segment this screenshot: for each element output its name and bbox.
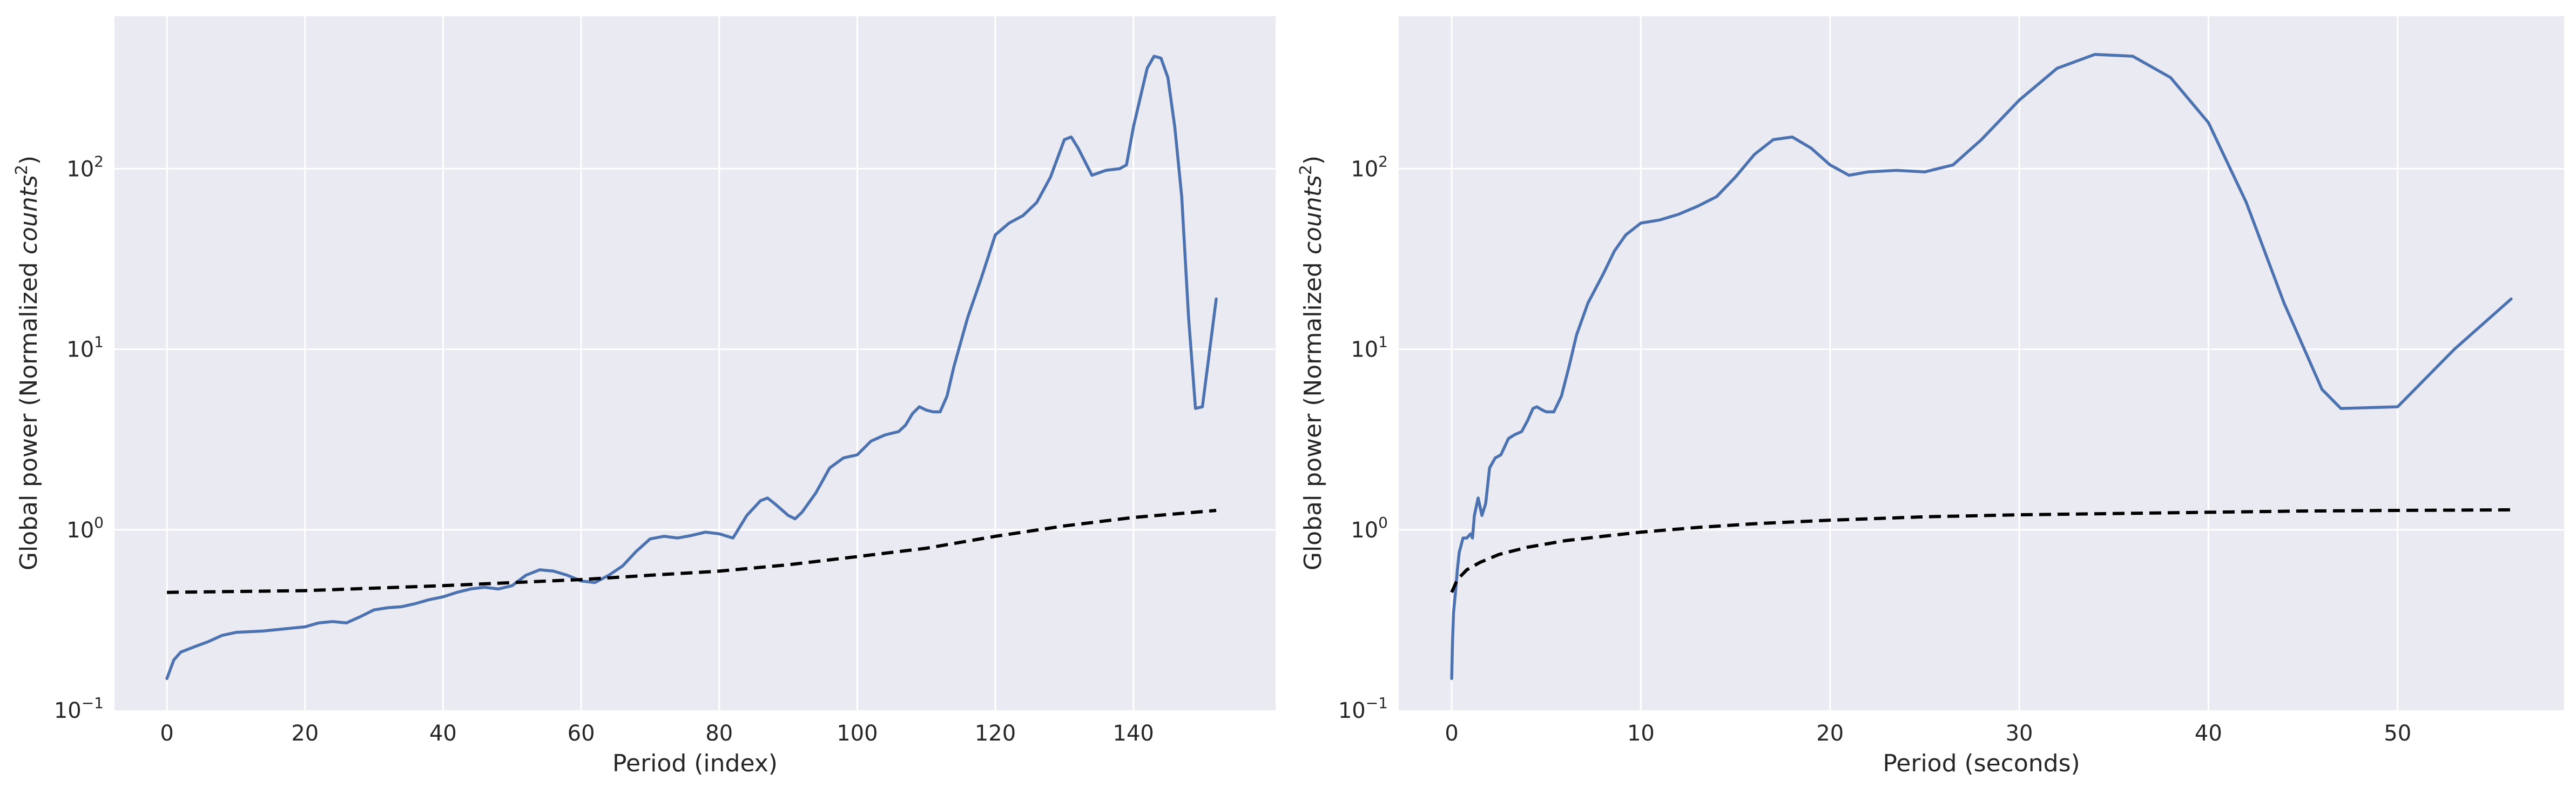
x-tick-labels-right: 0 10 20 30 40 50 (1445, 721, 2411, 746)
x-tick-label: 80 (705, 721, 733, 746)
y-axis-label-left-sup: 2 (12, 165, 31, 175)
y-tick-label: 102 (1351, 152, 1388, 181)
y-tick-label: 102 (66, 152, 104, 181)
x-tick-label: 60 (568, 721, 595, 746)
grid-right (1399, 16, 2564, 710)
y-axis-label-right: Global power (Normalized counts2) (1297, 156, 1327, 570)
global-power-line (1450, 52, 2513, 680)
series-right (1450, 52, 2513, 680)
y-tick-base: 10 (1338, 698, 1366, 723)
x-tick-label: 100 (837, 721, 878, 746)
plot-area-right (1399, 16, 2564, 710)
y-tick-label: 100 (66, 514, 104, 543)
y-axis-label-right-prefix: Global power (Normalized (1299, 254, 1327, 570)
y-axis-label-left-suffix: ) (15, 156, 43, 165)
y-tick-exponent: −1 (82, 694, 104, 712)
y-tick-base: 10 (66, 157, 94, 181)
x-tick-label: 50 (2384, 721, 2411, 746)
significance-line-dashed (167, 509, 1217, 594)
y-tick-label: 101 (66, 333, 104, 362)
series-left (165, 55, 1218, 680)
y-tick-base: 10 (54, 698, 82, 723)
x-tick-labels-left: 0 20 40 60 80 100 120 140 (160, 721, 1154, 746)
y-tick-exponent: 2 (1378, 152, 1388, 170)
grid-left (114, 16, 1276, 710)
y-axis-label-left-italic: counts (15, 175, 43, 254)
x-axis-label-left: Period (index) (612, 750, 778, 777)
y-tick-label: 101 (1351, 333, 1388, 362)
significance-line-dashed (1450, 508, 2511, 593)
x-tick-label: 120 (975, 721, 1016, 746)
plot-area-left (114, 16, 1276, 710)
y-tick-exponent: 2 (94, 152, 104, 170)
x-axis-label-right: Period (seconds) (1883, 750, 2080, 777)
y-tick-base: 10 (1351, 157, 1378, 181)
y-axis-label-right-italic: counts (1299, 175, 1327, 254)
y-axis-label-right-suffix: ) (1299, 156, 1327, 165)
y-tick-base: 10 (66, 518, 94, 543)
y-tick-exponent: 0 (94, 514, 104, 531)
x-tick-label: 0 (1445, 721, 1458, 746)
global-power-line (165, 55, 1218, 680)
x-tick-label: 40 (429, 721, 457, 746)
y-axis-label-left-prefix: Global power (Normalized (15, 254, 43, 570)
y-tick-base: 10 (1351, 338, 1378, 362)
x-tick-label: 0 (160, 721, 173, 746)
x-tick-label: 30 (2006, 721, 2033, 746)
y-tick-exponent: 1 (94, 333, 104, 351)
x-tick-label: 20 (1816, 721, 1844, 746)
x-tick-label: 10 (1627, 721, 1655, 746)
x-tick-label: 20 (291, 721, 319, 746)
y-axis-label-right-sup: 2 (1297, 165, 1316, 175)
y-tick-label: 10−1 (1338, 694, 1388, 723)
y-tick-exponent: 0 (1378, 514, 1388, 531)
y-axis-label-left: Global power (Normalized counts2) (12, 156, 43, 570)
y-tick-exponent: 1 (1378, 333, 1388, 351)
y-tick-base: 10 (66, 338, 94, 362)
y-tick-base: 10 (1351, 518, 1378, 543)
x-tick-label: 140 (1113, 721, 1154, 746)
y-tick-label: 100 (1351, 514, 1388, 543)
x-tick-label: 40 (2195, 721, 2222, 746)
y-tick-label: 10−1 (54, 694, 104, 723)
y-tick-exponent: −1 (1366, 694, 1388, 712)
